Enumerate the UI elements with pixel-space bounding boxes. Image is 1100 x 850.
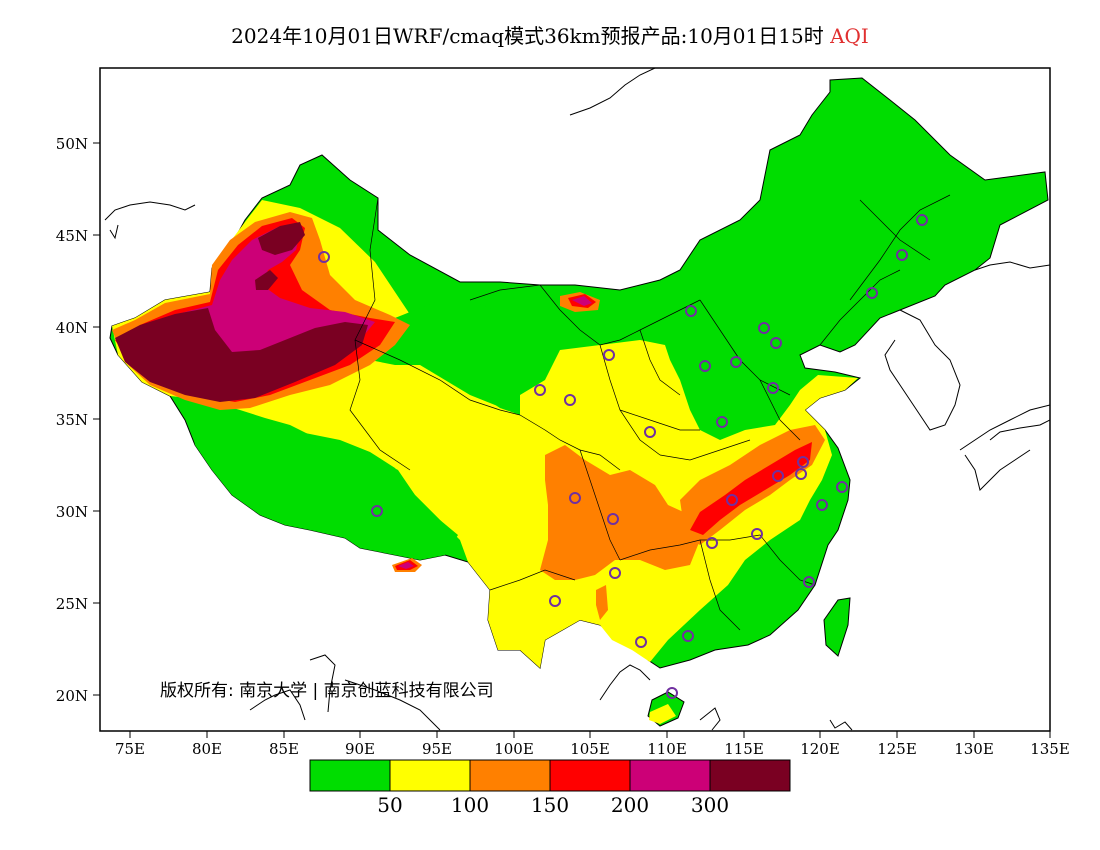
lon-axis: 75E 80E 85E 90E 95E 100E 105E 110E 115E …: [115, 731, 1070, 758]
city-marker: [603, 349, 615, 361]
city-marker: [916, 214, 928, 226]
legend-swatch-good: [309, 759, 391, 792]
legend-label: 50: [377, 793, 402, 817]
city-marker: [836, 481, 848, 493]
lon-label: 120E: [800, 740, 840, 758]
region-aqi-hazardous-small: [255, 270, 278, 290]
lat-label: 50N: [56, 135, 88, 153]
city-marker: [772, 470, 784, 482]
city-marker: [767, 382, 779, 394]
city-marker: [609, 567, 621, 579]
legend: 50 100 150 200 300: [309, 759, 791, 817]
lon-label: 75E: [115, 740, 145, 758]
region-aqi-sensitive-sw: [540, 445, 700, 580]
city-markers: [318, 214, 928, 699]
province-boundaries: [349, 194, 951, 631]
lat-label: 45N: [56, 227, 88, 245]
map-content: 版权所有: 南京大学 | 南京创蓝科技有限公司: [104, 68, 1050, 731]
city-marker: [685, 305, 697, 317]
lon-label: 135E: [1030, 740, 1070, 758]
region-aqi-sensitive-yn: [596, 585, 608, 620]
legend-label: 200: [611, 793, 649, 817]
city-marker: [797, 456, 809, 468]
city-marker: [758, 322, 770, 334]
lat-label: 35N: [56, 411, 88, 429]
lon-label: 130E: [954, 740, 994, 758]
legend-swatch-sensitive: [469, 759, 551, 792]
city-marker: [564, 394, 576, 406]
lat-axis: 50N 45N 40N 35N 30N 25N 20N: [56, 135, 100, 705]
lat-label: 30N: [56, 503, 88, 521]
lon-label: 105E: [570, 740, 610, 758]
lon-label: 110E: [647, 740, 687, 758]
region-taiwan: [823, 597, 851, 657]
map-title: 2024年10月01日WRF/cmaq模式36km预报产品:10月01日15时 …: [0, 20, 1100, 49]
map-frame: [99, 67, 1051, 732]
lon-label: 80E: [192, 740, 222, 758]
hainan-aqi-moderate: [649, 704, 676, 724]
title-variable: AQI: [830, 24, 869, 48]
region-aqi-hazardous-ili: [258, 222, 305, 255]
lon-label: 90E: [345, 740, 375, 758]
city-marker: [607, 513, 619, 525]
city-marker: [682, 630, 694, 642]
legend-swatch-unhealthy: [549, 759, 631, 792]
city-marker: [644, 426, 656, 438]
lon-label: 85E: [269, 740, 299, 758]
lon-label: 115E: [724, 740, 764, 758]
city-marker: [896, 249, 908, 261]
city-marker: [699, 360, 711, 372]
city-marker: [795, 468, 807, 480]
region-aqi-unhealthy-central: [690, 442, 812, 535]
lon-label: 125E: [877, 740, 917, 758]
city-marker: [635, 636, 647, 648]
legend-label: 300: [691, 793, 729, 817]
coastlines: [104, 68, 1050, 731]
region-tibet-aqi-good: [190, 415, 458, 560]
city-marker: [534, 384, 546, 396]
city-marker: [730, 356, 742, 368]
city-marker: [716, 416, 728, 428]
lon-label: 100E: [494, 740, 534, 758]
city-marker: [318, 251, 330, 263]
legend-label: 100: [451, 793, 489, 817]
region-aqi-very-unhealthy-north: [572, 296, 592, 306]
copyright-text: 版权所有: 南京大学 | 南京创蓝科技有限公司: [160, 681, 494, 701]
lat-label: 40N: [56, 319, 88, 337]
city-marker: [569, 492, 581, 504]
city-marker: [666, 687, 678, 699]
city-marker: [751, 528, 763, 540]
lat-label: 25N: [56, 595, 88, 613]
city-marker: [706, 537, 718, 549]
legend-swatch-moderate: [389, 759, 471, 792]
city-marker: [770, 337, 782, 349]
city-marker: [726, 494, 738, 506]
legend-swatch-very-unhealthy: [629, 759, 711, 792]
city-marker: [371, 505, 383, 517]
legend-swatch-hazardous: [709, 759, 791, 792]
city-marker: [803, 576, 815, 588]
lon-label: 95E: [422, 740, 452, 758]
region-aqi-very-unhealthy-xz: [398, 562, 414, 569]
lat-label: 20N: [56, 687, 88, 705]
city-marker: [866, 287, 878, 299]
city-marker: [816, 499, 828, 511]
region-aqi-hazardous-basin: [115, 308, 368, 402]
city-marker: [549, 595, 561, 607]
title-main: 2024年10月01日WRF/cmaq模式36km预报产品:10月01日15时: [231, 24, 824, 48]
legend-label: 150: [531, 793, 569, 817]
